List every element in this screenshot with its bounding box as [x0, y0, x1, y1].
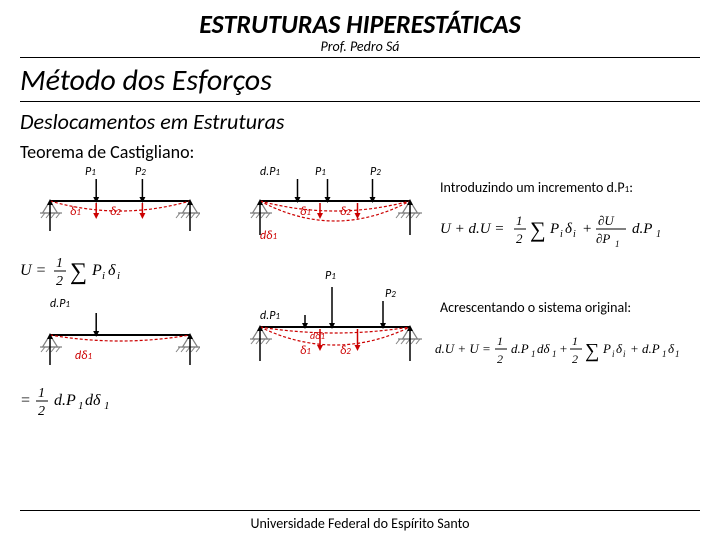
svg-text:P: P — [549, 221, 559, 237]
svg-text:∑: ∑ — [585, 340, 599, 362]
beam1-p1: P1 — [85, 165, 96, 179]
svg-text:i: i — [573, 229, 576, 240]
svg-text:1: 1 — [104, 400, 110, 412]
svg-text:∑: ∑ — [70, 259, 87, 285]
svg-text:U + d.U =: U + d.U = — [440, 221, 504, 237]
course-title: ESTRUTURAS HIPERESTÁTICAS — [20, 8, 700, 40]
annot-intro: Introduzindo um incremento d.P1: — [440, 179, 633, 196]
divider-top — [20, 57, 700, 58]
svg-text:d.P: d.P — [632, 221, 652, 237]
beam3-p1: P1 — [315, 165, 326, 179]
beam4-dd1: dδ1 — [310, 329, 325, 342]
svg-text:d.P: d.P — [54, 392, 76, 409]
diagram-area: P1 P2 δ1 δ2 U = 1 2 ∑ P i δ i d.P1 dδ1 = — [20, 169, 700, 469]
svg-text:dδ: dδ — [85, 392, 101, 409]
svg-text:=: = — [20, 392, 31, 409]
beam3-d2: δ2 — [340, 205, 351, 219]
svg-text:1: 1 — [675, 349, 680, 359]
svg-text:1: 1 — [497, 334, 503, 348]
beam1-p2: P2 — [135, 165, 146, 179]
beam4-d1: δ1 — [300, 344, 311, 358]
svg-text:1: 1 — [552, 349, 557, 359]
prof-name: Prof. Pedro Sá — [20, 38, 700, 55]
svg-text:∂P: ∂P — [596, 231, 610, 246]
svg-text:2: 2 — [516, 231, 523, 246]
main-title: Método dos Esforços — [20, 62, 700, 99]
svg-text:2: 2 — [572, 352, 578, 366]
svg-text:P: P — [602, 341, 611, 356]
svg-text:i: i — [102, 270, 105, 282]
svg-text:+: + — [630, 341, 639, 356]
beam2-dp1: d.P1 — [50, 297, 70, 311]
theorem-title: Teorema de Castigliano: — [20, 141, 700, 163]
svg-text:∑: ∑ — [530, 217, 546, 242]
svg-text:i: i — [117, 270, 120, 282]
divider-footer — [20, 510, 700, 511]
beam3-p2: P2 — [370, 165, 381, 179]
svg-text:δ: δ — [668, 341, 675, 356]
svg-text:δ: δ — [616, 341, 623, 356]
beam4-p2: P2 — [385, 287, 396, 301]
svg-text:∂U: ∂U — [598, 213, 615, 228]
footer-text: Universidade Federal do Espírito Santo — [0, 515, 720, 532]
svg-text:1: 1 — [656, 229, 661, 240]
svg-text:d.U + U =: d.U + U = — [435, 341, 491, 356]
svg-text:1: 1 — [572, 334, 578, 348]
beam4-p1: P1 — [325, 269, 336, 283]
svg-text:1: 1 — [516, 213, 523, 228]
svg-text:1: 1 — [56, 256, 63, 271]
svg-text:1: 1 — [662, 349, 667, 359]
svg-text:i: i — [560, 229, 563, 240]
beam4-dp1: d.P1 — [260, 309, 280, 323]
beam3-d1: δ1 — [300, 205, 311, 219]
svg-text:2: 2 — [56, 274, 63, 289]
sub-title: Deslocamentos em Estruturas — [20, 108, 700, 135]
svg-text:δ: δ — [108, 262, 116, 279]
svg-text:1: 1 — [38, 386, 45, 401]
beam1-d2: δ2 — [110, 205, 121, 219]
beam4-d2: δ2 — [340, 344, 351, 358]
svg-text:2: 2 — [38, 404, 45, 419]
svg-text:d.P: d.P — [511, 341, 529, 356]
svg-text:i: i — [612, 349, 615, 359]
annot-acres: Acrescentando o sistema original: — [440, 299, 631, 316]
beam-1 — [40, 169, 200, 239]
svg-text:2: 2 — [497, 352, 503, 366]
beam2-dd1: dδ1 — [75, 349, 92, 363]
beam1-d1: δ1 — [70, 205, 81, 219]
svg-text:P: P — [91, 262, 102, 279]
svg-text:1: 1 — [78, 400, 84, 412]
svg-text:1: 1 — [615, 239, 620, 249]
svg-text:+: + — [559, 341, 568, 356]
beam3-dp1: d.P1 — [260, 165, 280, 179]
divider-mid — [20, 101, 700, 102]
svg-text:U =: U = — [20, 262, 46, 279]
svg-text:1: 1 — [531, 349, 536, 359]
svg-text:d.P: d.P — [642, 341, 660, 356]
svg-text:dδ: dδ — [537, 341, 551, 356]
beam3-dd1: dδ1 — [260, 229, 277, 243]
svg-text:i: i — [623, 349, 626, 359]
svg-text:+: + — [582, 221, 592, 237]
svg-text:δ: δ — [565, 221, 573, 237]
